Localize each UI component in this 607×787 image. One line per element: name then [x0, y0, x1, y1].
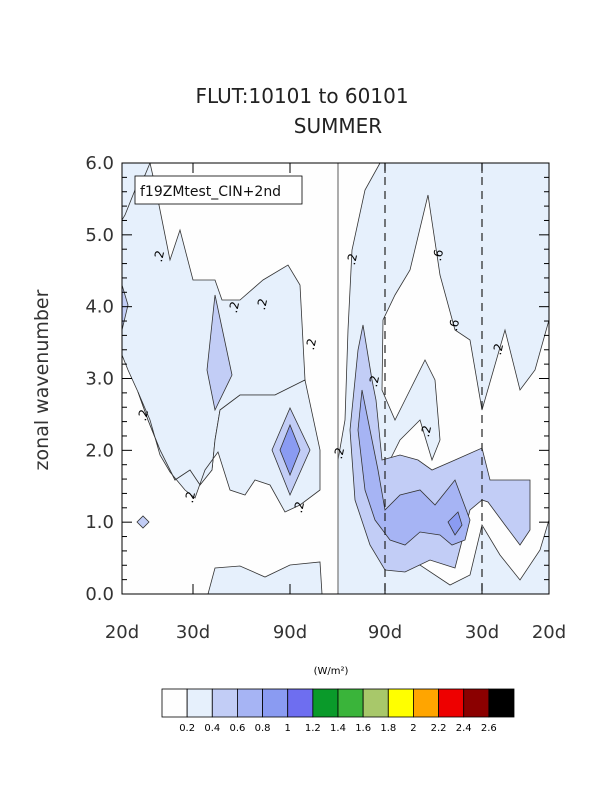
colorbar-label: 1.8 — [380, 723, 396, 734]
colorbar-label: 1 — [285, 723, 291, 734]
contour-region-0.6-right — [357, 389, 471, 546]
colorbar-swatch — [413, 688, 439, 718]
x-tick-label: 30d — [465, 622, 499, 643]
contour-region-0.4-ring — [136, 515, 150, 529]
contour-region-0.2-right — [337, 163, 549, 594]
colorbar-swatch — [488, 688, 515, 718]
contour-label: .2 — [331, 446, 347, 460]
colorbar-label: 0.8 — [255, 723, 271, 734]
contour-region-0.8-right-small — [447, 511, 463, 536]
x-tick-label: 90d — [368, 622, 402, 643]
contour-label: .2 — [303, 337, 319, 351]
contour-region-0.2-left-lower — [137, 379, 321, 513]
contour-labels: .2 .2 .2 .2 .2 .2 .2 .2 .2 .2 .6 .6 .2 .2 — [135, 248, 506, 514]
colorbar-swatch — [161, 688, 188, 718]
x-tick-label: 90d — [273, 622, 307, 643]
colorbar-label: 1.4 — [330, 723, 346, 734]
y-tick-label: 5.0 — [85, 225, 114, 246]
contour-label: .2 — [490, 342, 506, 356]
y-axis-title: zonal wavenumber — [31, 289, 53, 470]
colorbar-swatch — [463, 688, 490, 718]
legend-box — [134, 175, 303, 205]
y-tick-label: 2.0 — [85, 440, 114, 461]
colorbar: 0.2 0.4 0.6 0.8 1 1.2 1.4 1.6 1.8 2 2.2 2.4 2.6 — [161, 688, 515, 734]
x-tick-label: 20d — [105, 622, 139, 643]
y-tick-label: 4.0 — [85, 297, 114, 318]
x-tick-label: 30d — [176, 622, 210, 643]
y-tick-label: 3.0 — [85, 369, 114, 390]
contour-label: .6 — [446, 318, 462, 332]
separator-lines — [337, 163, 483, 594]
colorbar-label: 2 — [410, 723, 416, 734]
contour-region-0.6-left-diamond — [279, 423, 301, 477]
y-tick-label: 6.0 — [85, 153, 114, 174]
contour-region-0.4-left-strip — [206, 294, 233, 412]
colorbar-units: (W/m²) — [314, 666, 349, 677]
legend: f19ZMtest_CIN+2nd — [134, 175, 303, 205]
contour-label: .6 — [430, 248, 446, 262]
legend-label: f19ZMtest_CIN+2nd — [140, 184, 281, 200]
chart-subtitle: SUMMER — [294, 114, 382, 138]
colorbar-label: 0.4 — [204, 723, 220, 734]
colorbar-swatch — [337, 688, 364, 718]
colorbar-label: 2.6 — [481, 723, 497, 734]
colorbar-label: 0.2 — [179, 723, 195, 734]
colorbar-swatch — [262, 688, 289, 718]
contour-label: .2 — [366, 374, 382, 388]
contour-label: .2 — [151, 249, 167, 263]
contour-label: .2 — [418, 424, 434, 438]
colorbar-label: 1.2 — [305, 723, 321, 734]
contour-label: .2 — [182, 490, 198, 504]
colorbar-label: 1.6 — [355, 723, 371, 734]
colorbar-swatch — [438, 688, 465, 718]
contour-label: .2 — [344, 252, 360, 266]
x-tick-label: 20d — [532, 622, 566, 643]
colorbar-swatch — [387, 688, 414, 718]
contour-label: .2 — [135, 408, 151, 422]
y-tick-label: 1.0 — [85, 512, 114, 533]
colorbar-swatch — [312, 688, 339, 718]
colorbar-label: 2.4 — [456, 723, 472, 734]
axes: 0.0 1.0 2.0 3.0 4.0 5.0 6.0 20d 30d 90d 90d 30d 20d — [85, 153, 566, 643]
chart-title: FLUT:10101 to 60101 — [195, 84, 408, 108]
contour-label: .2 — [254, 297, 270, 311]
colorbar-label: 2.2 — [431, 723, 447, 734]
contour-label: .2 — [226, 300, 242, 314]
colorbar-swatch — [186, 688, 213, 718]
colorbar-swatch — [211, 688, 238, 718]
colorbar-swatch — [287, 688, 314, 718]
colorbar-swatch — [362, 688, 389, 718]
y-tick-label: 0.0 — [85, 584, 114, 605]
contour-fills — [122, 163, 549, 594]
contour-region-0.2-left-bottom — [207, 561, 323, 594]
contour-label: .2 — [291, 500, 307, 514]
colorbar-swatch — [237, 688, 263, 718]
contour-region-0.4-left-edge — [122, 284, 129, 331]
colorbar-label: 0.6 — [229, 723, 245, 734]
